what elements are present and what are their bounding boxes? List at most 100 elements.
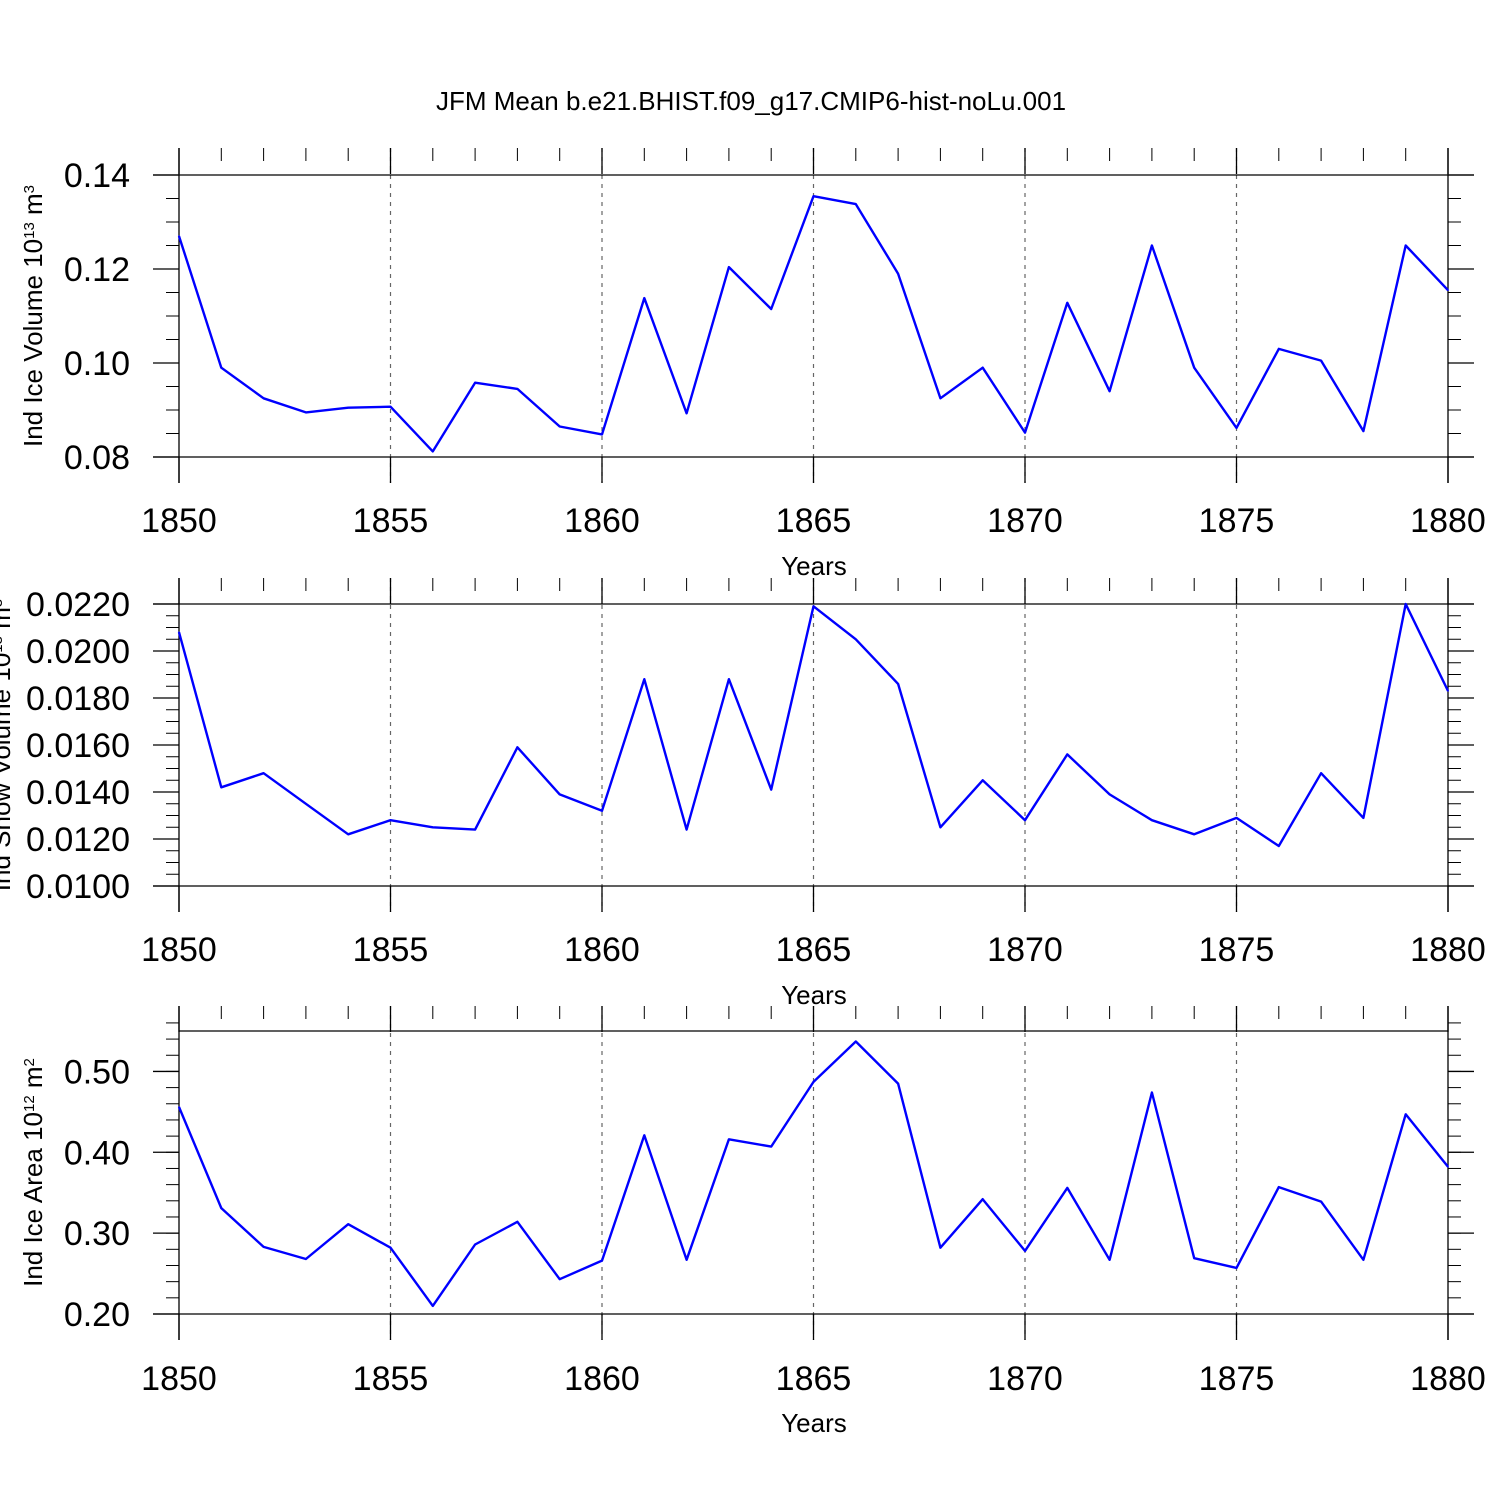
data-point <box>1108 390 1111 393</box>
x-axis-label: Years <box>781 980 847 1010</box>
data-point <box>1320 1200 1322 1203</box>
data-point <box>389 1246 392 1249</box>
data-point <box>262 397 265 400</box>
y-tick-label: 0.0200 <box>26 633 130 671</box>
data-point <box>516 1221 519 1223</box>
data-point <box>643 297 646 299</box>
data-point <box>981 779 984 782</box>
x-axis-label: Years <box>781 551 847 581</box>
x-tick-label: 1875 <box>1199 1360 1275 1398</box>
data-point <box>1024 819 1026 821</box>
data-point <box>855 203 857 205</box>
data-point <box>1362 1259 1365 1261</box>
series-line-1 <box>177 194 1449 453</box>
y-tick-label: 0.40 <box>64 1134 130 1172</box>
data-point <box>432 826 434 829</box>
data-point <box>178 235 180 237</box>
y-tick-label: 0.20 <box>64 1296 130 1334</box>
x-tick-label: 1875 <box>1199 502 1275 540</box>
data-point <box>1235 817 1238 819</box>
y-tick-label: 0.50 <box>64 1053 130 1091</box>
data-point <box>812 1081 815 1083</box>
data-point <box>558 793 561 796</box>
data-point <box>728 1138 730 1141</box>
y-axis-label-part: m <box>18 193 48 222</box>
data-point <box>685 828 688 831</box>
data-point <box>1362 817 1365 819</box>
data-point <box>1066 1187 1069 1189</box>
y-axis-label-superscript: 3 <box>0 599 6 607</box>
y-axis-label: Ind Snow Volume 1013 m3 <box>0 599 16 891</box>
y-axis-label-part: Ind Snow Volume 10 <box>0 653 16 892</box>
data-point <box>474 1243 476 1246</box>
y-tick-label: 0.14 <box>64 157 130 195</box>
y-tick-label: 0.30 <box>64 1215 130 1253</box>
data-point <box>812 605 815 608</box>
x-tick-label: 1855 <box>353 1360 429 1398</box>
data-point <box>812 195 815 197</box>
y-axis-label-superscript: 2 <box>21 1058 38 1066</box>
x-tick-label: 1850 <box>141 1360 217 1398</box>
y-axis-label-part: m <box>0 607 16 636</box>
panel-2: 1850 1855 1860 1865 1870 1875 1880 Years 0.0100 0… <box>0 578 1486 1010</box>
panel-3: 1850 1855 1860 1865 1870 1875 1880 Years 0.20 0.3… <box>18 1006 1486 1438</box>
data-point <box>601 810 603 812</box>
data-point <box>601 1259 603 1262</box>
data-point <box>1151 819 1153 821</box>
data-point <box>1404 1113 1407 1116</box>
data-point <box>728 266 730 268</box>
data-point <box>1278 348 1280 350</box>
data-point <box>685 1259 688 1261</box>
data-point <box>643 678 646 680</box>
data-point <box>305 802 307 805</box>
y-axis-label-part: m <box>18 1066 48 1095</box>
data-point <box>1278 845 1280 847</box>
x-tick-label: 1865 <box>776 1360 852 1398</box>
data-point <box>770 1145 772 1148</box>
y-tick-label: 0.0220 <box>26 586 130 624</box>
y-axis-label-part: Ind Ice Volume 10 <box>18 239 48 447</box>
data-point <box>981 1198 984 1200</box>
y-tick-label: 0.0140 <box>26 774 130 812</box>
figure-title: JFM Mean b.e21.BHIST.f09_g17.CMIP6-hist-… <box>436 86 1066 116</box>
x-tick-label: 1850 <box>141 502 217 540</box>
data-point <box>305 1258 307 1260</box>
data-point <box>897 683 899 685</box>
panel-1: 1850 1855 1860 1865 1870 1875 1880 Years 0.08 0.1… <box>18 148 1486 581</box>
data-point <box>347 406 350 409</box>
data-point <box>1362 430 1365 432</box>
y-tick-label: 0.0100 <box>26 868 130 906</box>
data-point <box>347 1223 350 1226</box>
y-axis-label: Ind Ice Volume 1013 m3 <box>18 185 48 447</box>
data-point <box>516 746 519 749</box>
x-tick-label: 1875 <box>1199 931 1275 969</box>
data-point <box>1447 690 1449 692</box>
data-point <box>728 678 730 680</box>
y-axis-label-superscript: 13 <box>0 636 6 653</box>
x-axis-label: Years <box>781 1408 847 1438</box>
y-axis-label: Ind Ice Area 1012 m2 <box>18 1058 48 1287</box>
data-point <box>1151 244 1153 247</box>
data-point <box>939 397 942 400</box>
data-point <box>1151 1091 1153 1094</box>
data-point <box>1404 244 1407 247</box>
y-tick-label: 0.08 <box>64 439 130 477</box>
data-point <box>220 1207 223 1209</box>
x-tick-label: 1870 <box>987 1360 1063 1398</box>
data-point <box>432 450 434 453</box>
data-point <box>262 772 265 774</box>
data-point <box>389 405 392 408</box>
data-point <box>1193 1257 1195 1260</box>
data-point <box>939 826 942 829</box>
data-point <box>1193 833 1195 836</box>
data-point <box>305 411 307 414</box>
data-point <box>1066 753 1069 756</box>
data-point <box>474 381 476 384</box>
data-point <box>516 388 519 390</box>
x-tick-label: 1855 <box>353 931 429 969</box>
data-point <box>558 1278 561 1281</box>
y-axis-label-superscript: 3 <box>21 185 38 193</box>
data-point <box>1108 1259 1111 1261</box>
y-axis-label-part: Ind Ice Area 10 <box>18 1112 48 1287</box>
